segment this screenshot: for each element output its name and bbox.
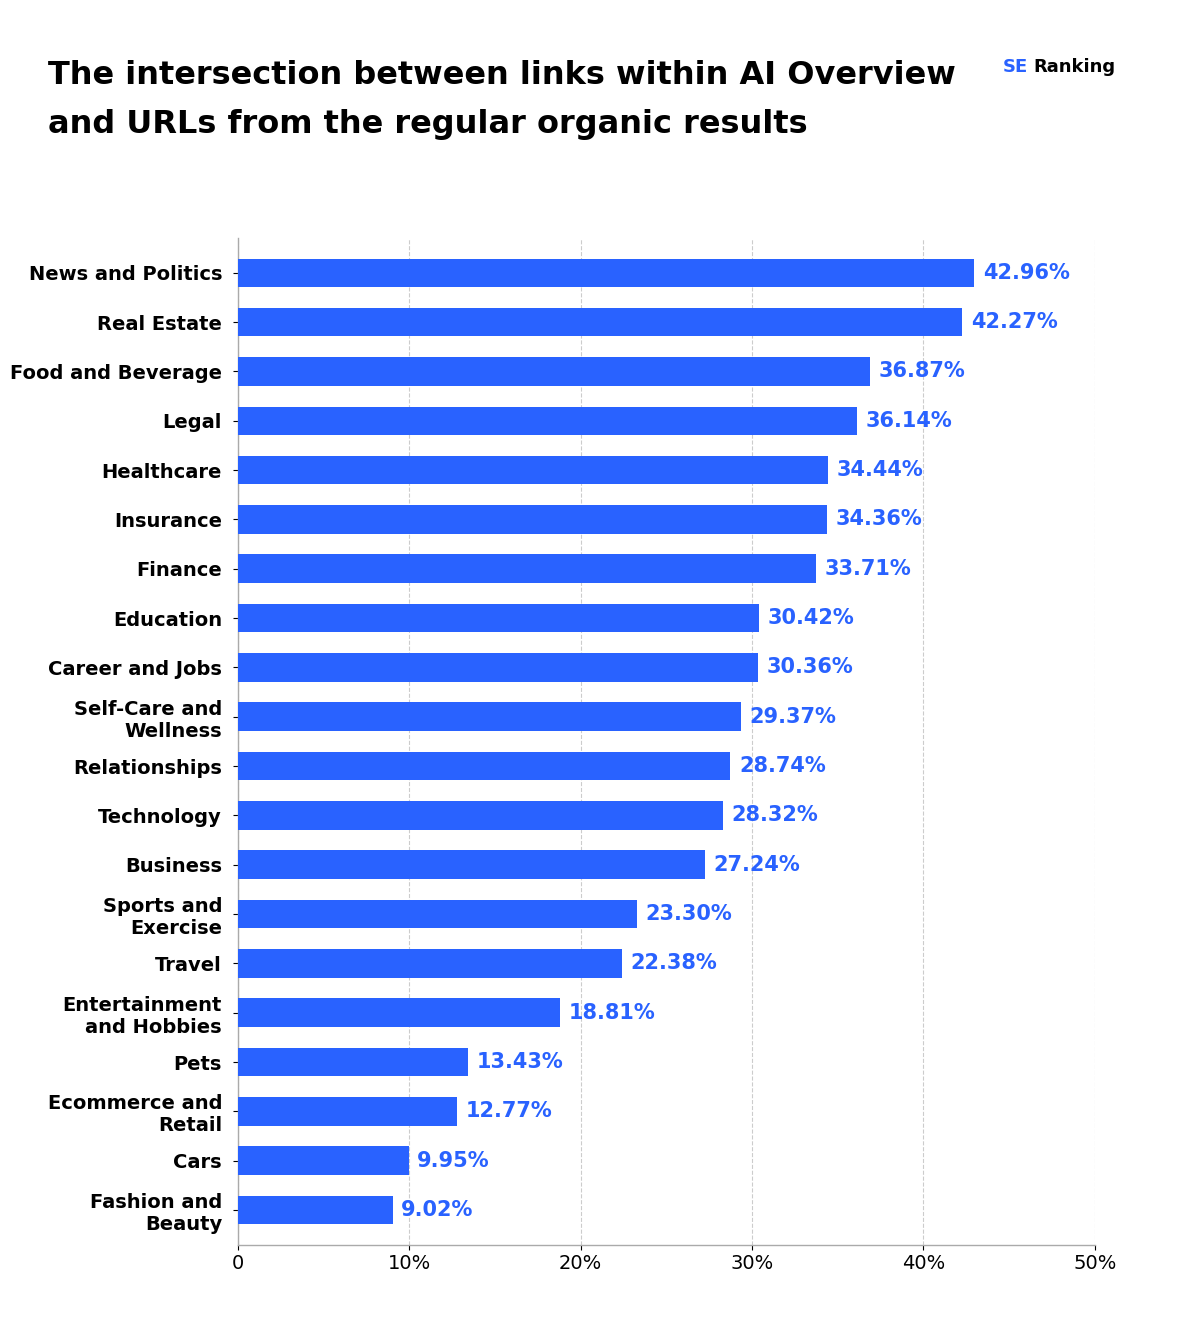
Bar [238,1098,457,1125]
Text: 9.02%: 9.02% [401,1200,474,1219]
Bar [238,604,759,633]
Bar [238,1047,468,1076]
Bar [951,61,962,93]
Bar [238,949,621,977]
Bar [238,998,560,1027]
Text: 36.14%: 36.14% [866,410,953,430]
Text: SE: SE [1003,58,1028,77]
Text: 29.37%: 29.37% [750,707,837,727]
Bar [238,752,731,780]
Bar [966,41,976,93]
Text: 30.42%: 30.42% [768,608,854,628]
Text: 27.24%: 27.24% [713,855,800,875]
Text: 28.74%: 28.74% [739,756,826,776]
Bar [238,555,815,583]
Text: 23.30%: 23.30% [646,904,733,924]
Bar [238,900,638,928]
Bar [238,1147,408,1174]
Text: 42.27%: 42.27% [971,312,1058,332]
Text: 12.77%: 12.77% [465,1102,552,1121]
Text: 9.95%: 9.95% [416,1151,490,1170]
Text: 18.81%: 18.81% [569,1002,656,1022]
Bar [238,506,827,534]
Text: 13.43%: 13.43% [477,1053,563,1072]
Text: 34.36%: 34.36% [835,510,922,530]
Bar [238,653,758,682]
Bar [238,357,870,385]
Bar [238,308,963,336]
Bar [238,850,704,879]
Bar [238,455,828,485]
Text: 28.32%: 28.32% [732,805,819,825]
Text: 34.44%: 34.44% [837,461,923,481]
Bar [238,801,724,830]
Bar [238,703,741,731]
Text: 42.96%: 42.96% [983,263,1070,283]
Text: 30.36%: 30.36% [766,658,853,678]
Bar [238,406,857,436]
Text: 33.71%: 33.71% [825,559,912,579]
Bar [238,1196,393,1225]
Text: Ranking: Ranking [1033,58,1115,77]
Bar [238,258,975,287]
Text: The intersection between links within AI Overview: The intersection between links within AI… [48,60,956,90]
Text: 36.87%: 36.87% [878,361,965,381]
Text: and URLs from the regular organic results: and URLs from the regular organic result… [48,109,807,139]
Text: 22.38%: 22.38% [630,953,716,973]
Bar [981,54,991,93]
